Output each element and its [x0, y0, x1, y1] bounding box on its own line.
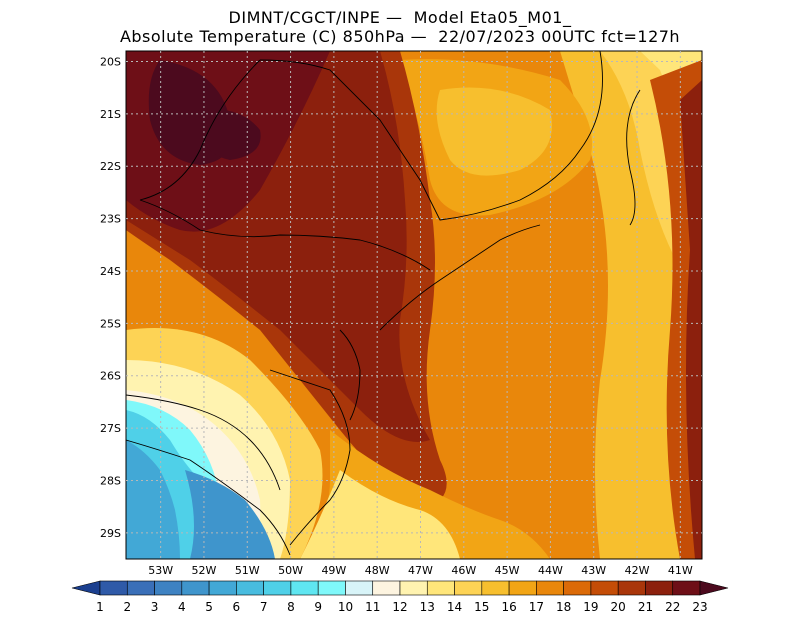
- colorbar-label: 3: [151, 600, 159, 614]
- colorbar-label: 9: [314, 600, 322, 614]
- colorbar-label: 10: [338, 600, 353, 614]
- colorbar-arrow-high: [699, 580, 729, 596]
- map-title-line2: Absolute Temperature (C) 850hPa — 22/07/…: [119, 27, 681, 46]
- colorbar-swatch: [399, 580, 428, 596]
- lon-label: 52W: [192, 564, 217, 577]
- lon-label: 43W: [581, 564, 606, 577]
- lon-label: 53W: [148, 564, 173, 577]
- lat-label: 29S: [100, 527, 121, 540]
- lat-label: 22S: [100, 160, 121, 173]
- colorbar-label: 18: [556, 600, 571, 614]
- colorbar-swatch: [563, 580, 592, 596]
- colorbar-swatch: [645, 580, 674, 596]
- colorbar-label: 4: [178, 600, 186, 614]
- graticule: [126, 51, 702, 559]
- colorbar-swatch: [263, 580, 292, 596]
- colorbar-label: 12: [392, 600, 407, 614]
- lon-label: 42W: [625, 564, 650, 577]
- lat-label: 27S: [100, 422, 121, 435]
- colorbar-label: 23: [692, 600, 707, 614]
- colorbar-swatch: [317, 580, 346, 596]
- lon-label: 48W: [365, 564, 390, 577]
- plot-frame: [125, 50, 703, 560]
- colorbar-label: 13: [420, 600, 435, 614]
- lat-label: 26S: [100, 370, 121, 383]
- colorbar-swatch: [372, 580, 401, 596]
- colorbar-label: 1: [96, 600, 104, 614]
- colorbar-label: 6: [233, 600, 241, 614]
- lat-label: 20S: [100, 55, 121, 68]
- lat-label: 24S: [100, 265, 121, 278]
- colorbar-swatch: [181, 580, 210, 596]
- colorbar-label: 16: [501, 600, 516, 614]
- colorbar-label: 8: [287, 600, 295, 614]
- colorbar-swatch: [345, 580, 374, 596]
- lon-label: 45W: [495, 564, 520, 577]
- colorbar-swatch: [672, 580, 701, 596]
- temperature-field: [126, 51, 702, 559]
- lon-label: 47W: [408, 564, 433, 577]
- colorbar-label: 14: [447, 600, 462, 614]
- lat-label: 25S: [100, 317, 121, 330]
- colorbar-swatch: [590, 580, 619, 596]
- colorbar-label: 19: [583, 600, 598, 614]
- map-title-line1: DIMNT/CGCT/INPE — Model Eta05_M01_: [228, 8, 572, 27]
- colorbar-swatch: [426, 580, 455, 596]
- colorbar-swatch: [126, 580, 155, 596]
- colorbar-swatch: [481, 580, 510, 596]
- colorbar-label: 20: [611, 600, 626, 614]
- colorbar-swatch: [508, 580, 537, 596]
- colorbar-arrow-low: [71, 580, 101, 596]
- colorbar-label: 2: [123, 600, 131, 614]
- lon-label: 49W: [321, 564, 346, 577]
- lon-label: 51W: [235, 564, 260, 577]
- lat-label: 21S: [100, 108, 121, 121]
- colorbar-swatch: [536, 580, 564, 596]
- lat-label: 28S: [100, 474, 121, 487]
- colorbar-label: 7: [260, 600, 268, 614]
- colorbar-swatch: [154, 580, 183, 596]
- lon-label: 46W: [451, 564, 476, 577]
- lat-label: 23S: [100, 213, 121, 226]
- colorbar-swatch: [99, 580, 128, 596]
- colorbar-swatch: [290, 580, 319, 596]
- lon-label: 41W: [668, 564, 693, 577]
- colorbar-label: 17: [529, 600, 544, 614]
- colorbar-label: 21: [638, 600, 653, 614]
- colorbar-label: 22: [665, 600, 680, 614]
- lon-label: 50W: [278, 564, 303, 577]
- colorbar-swatch: [236, 580, 264, 596]
- colorbar-label: 11: [365, 600, 380, 614]
- lon-label: 44W: [538, 564, 563, 577]
- colorbar-label: 5: [205, 600, 213, 614]
- colorbar: 1 2 3 4 5 6 7 8 9 10 11 12 13 14 15 16 17 18 19 20 21 22 23: [71, 580, 729, 614]
- borders: [126, 51, 641, 556]
- colorbar-swatch: [617, 580, 646, 596]
- colorbar-label: 15: [474, 600, 489, 614]
- colorbar-swatch: [454, 580, 483, 596]
- colorbar-swatch: [208, 580, 237, 596]
